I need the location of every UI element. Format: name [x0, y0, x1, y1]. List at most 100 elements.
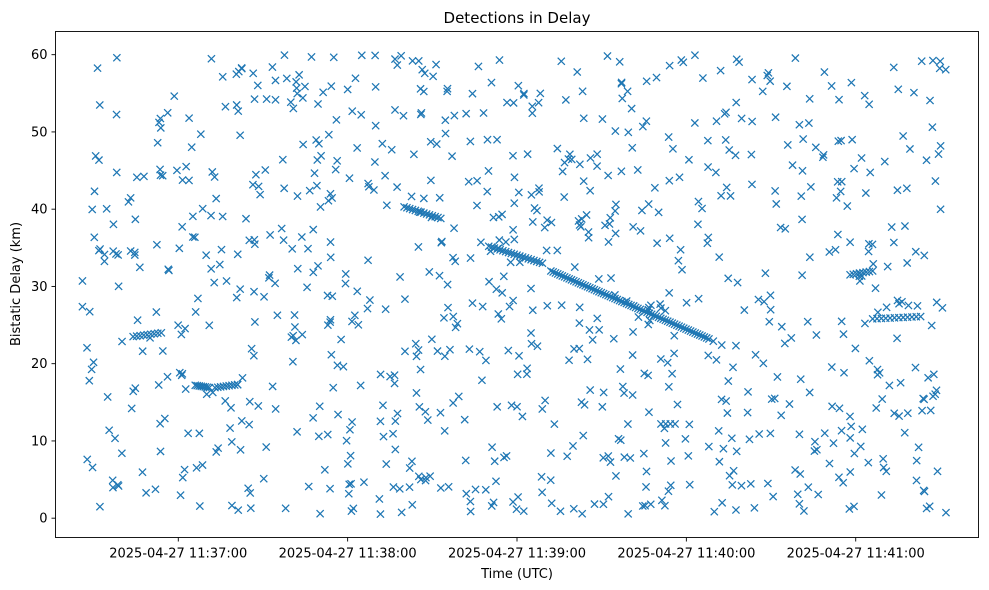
data-point [849, 502, 859, 511]
data-point [236, 131, 245, 140]
y-tick-label: 30 [31, 280, 48, 295]
data-point [153, 138, 162, 147]
data-point [670, 320, 679, 329]
data-point [810, 437, 819, 446]
y-tick-label: 0 [39, 512, 47, 527]
data-point [537, 472, 546, 481]
data-point [95, 100, 104, 110]
data-point [416, 208, 426, 217]
data-point [827, 81, 836, 90]
data-point [647, 310, 656, 319]
data-point [903, 409, 912, 418]
data-point [920, 251, 929, 260]
data-point [546, 476, 555, 485]
data-point [210, 278, 219, 287]
data-point [378, 139, 387, 148]
data-point [606, 292, 615, 301]
y-axis-ticks: 0 10 20 30 40 50 60 [31, 48, 56, 527]
data-point [202, 251, 211, 260]
data-point [820, 67, 829, 77]
data-point [597, 288, 606, 297]
data-point [534, 98, 543, 107]
data-point [251, 170, 260, 179]
data-point [172, 166, 181, 175]
data-point [882, 303, 891, 312]
data-point [293, 192, 302, 201]
data-point [677, 265, 687, 274]
data-point [519, 507, 528, 516]
data-point [343, 85, 352, 94]
data-point [917, 57, 926, 66]
data-point [249, 351, 258, 360]
data-point [546, 449, 555, 458]
data-point [675, 322, 684, 331]
data-point [259, 474, 268, 483]
data-point [681, 325, 691, 334]
data-point [715, 457, 724, 466]
data-point [133, 316, 142, 325]
data-point [845, 412, 855, 421]
data-point [805, 253, 814, 262]
data-point [483, 135, 492, 144]
data-point [515, 252, 524, 261]
data-point [405, 464, 414, 473]
data-point [613, 295, 622, 304]
data-point [668, 369, 677, 378]
data-point [837, 317, 846, 326]
data-point [465, 345, 474, 354]
data-point [508, 151, 517, 160]
data-point [725, 145, 734, 155]
data-point [151, 485, 160, 494]
data-point [656, 354, 665, 364]
data-point [636, 305, 645, 314]
data-point [865, 267, 874, 276]
data-point [305, 186, 314, 195]
data-point [448, 253, 458, 262]
data-point [560, 272, 569, 281]
data-point [506, 258, 515, 267]
data-point [900, 428, 909, 437]
data-point [348, 107, 357, 116]
data-point [178, 473, 187, 482]
data-point [850, 164, 859, 173]
data-point [911, 247, 920, 256]
data-point [575, 319, 584, 328]
data-point [751, 350, 760, 359]
data-point [499, 272, 508, 281]
data-point [771, 186, 780, 195]
chart-title: Detections in Delay [444, 9, 591, 27]
data-point [357, 110, 366, 119]
data-point [280, 51, 289, 60]
data-point [834, 137, 843, 146]
data-point [916, 312, 925, 321]
data-point [407, 457, 416, 466]
data-point [766, 291, 775, 300]
data-point [411, 206, 420, 215]
data-point [436, 483, 445, 493]
data-point [661, 438, 670, 447]
data-point [494, 309, 503, 319]
data-point [412, 388, 421, 398]
data-point [365, 295, 374, 305]
data-point [547, 499, 556, 508]
data-point [529, 256, 538, 265]
data-point [292, 77, 301, 86]
data-point [936, 141, 945, 150]
data-point [598, 402, 607, 411]
data-point [289, 104, 298, 113]
data-point [563, 452, 572, 461]
data-point [731, 151, 740, 160]
data-point [309, 268, 318, 277]
data-point [766, 305, 775, 314]
data-point [614, 434, 623, 443]
data-point [350, 311, 359, 320]
data-point [326, 238, 335, 247]
data-point [777, 322, 786, 331]
data-point [212, 447, 221, 456]
data-point [156, 447, 165, 456]
data-point [703, 239, 712, 248]
data-point [664, 487, 673, 496]
data-point [359, 478, 368, 487]
data-point [717, 395, 726, 404]
data-point [273, 311, 282, 320]
